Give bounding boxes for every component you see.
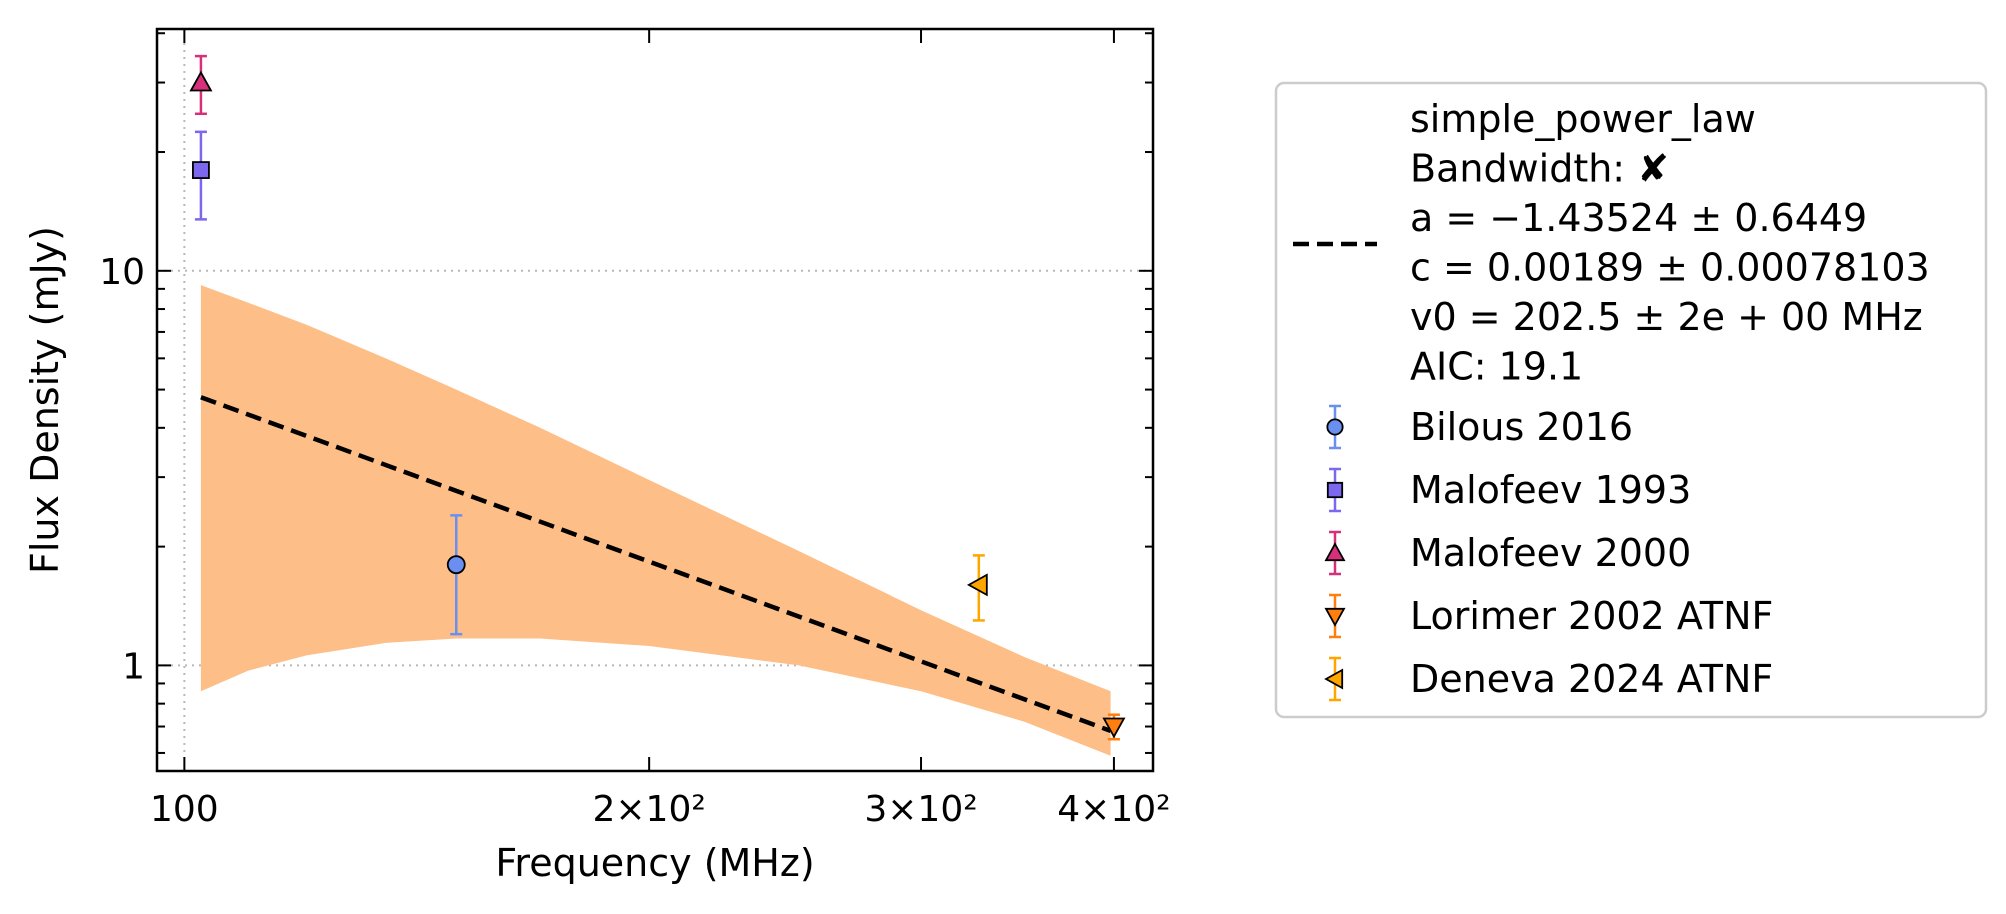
x-tick-label: 100 — [150, 789, 219, 830]
fit-uncertainty-band-group — [200, 285, 1111, 756]
legend-fit-text-line: Bandwidth: ✘ — [1410, 147, 1669, 191]
x-tick-label: 2×10² — [592, 789, 705, 830]
legend-fit-text-line: AIC: 19.1 — [1410, 345, 1583, 389]
point-malofeev-1993-marker — [192, 161, 210, 179]
tick-labels: 100 2×10² 3×10² 4×10² 1 10 — [99, 252, 1170, 830]
legend-fit-text-line: c = 0.00189 ± 0.00078103 — [1410, 246, 1930, 290]
legend-malofeev-2000-label: Malofeev 2000 — [1410, 531, 1691, 575]
point-malofeev-2000-marker — [189, 70, 213, 92]
legend-deneva-2024-atnf-label: Deneva 2024 ATNF — [1410, 657, 1773, 701]
legend-malofeev-1993-marker — [1326, 481, 1344, 499]
legend-box — [1274, 81, 1988, 719]
legend-deneva-2024-atnf-marker — [1324, 668, 1344, 690]
x-axis-label: Frequency (MHz) — [495, 841, 814, 885]
legend-lorimer-2002-atnf-marker — [1324, 607, 1346, 627]
fit-line-group — [200, 395, 1112, 733]
y-tick-label: 1 — [122, 646, 145, 687]
legend-fit-text-line: simple_power_law — [1410, 97, 1756, 141]
legend: simple_power_law Bandwidth: ✘ a = −1.43524… — [1274, 81, 1988, 719]
y-axis-label: Flux Density (mJy) — [23, 226, 67, 574]
fit-line — [200, 395, 1112, 733]
point-lorimer-2002-atnf-marker — [1102, 717, 1126, 739]
legend-bilous-2016-label: Bilous 2016 — [1410, 405, 1633, 449]
plot-frame — [155, 27, 1155, 773]
grid-lines — [157, 29, 1153, 771]
point-bilous-2016-errorbar — [450, 514, 463, 636]
legend-fit-text-line: v0 = 202.5 ± 2e + 00 MHz — [1410, 295, 1923, 339]
legend-lorimer-2002-atnf-label: Lorimer 2002 ATNF — [1410, 594, 1773, 638]
point-deneva-2024-atnf-marker — [966, 573, 988, 597]
legend-malofeev-1993-label: Malofeev 1993 — [1410, 468, 1691, 512]
fit-uncertainty-band — [200, 285, 1111, 756]
axis-ticks — [157, 29, 1153, 771]
data-points-group — [189, 54, 1126, 741]
point-bilous-2016-marker — [446, 555, 466, 575]
legend-bilous-2016-marker — [1326, 418, 1344, 436]
legend-malofeev-2000-marker — [1324, 542, 1346, 562]
legend-fit-text-line: a = −1.43524 ± 0.6449 — [1410, 196, 1867, 240]
x-tick-label: 3×10² — [864, 789, 977, 830]
x-tick-label: 4×10² — [1057, 789, 1170, 830]
y-tick-label: 10 — [99, 252, 145, 293]
